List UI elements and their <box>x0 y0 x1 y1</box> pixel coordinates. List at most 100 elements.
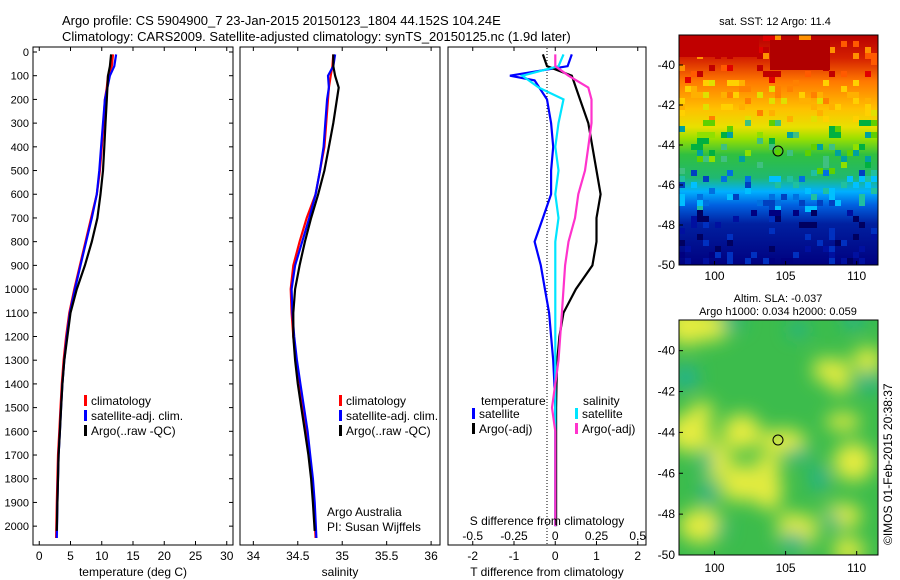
sst-pixel <box>703 120 709 126</box>
sst-pixel <box>775 176 781 182</box>
sst-pixel <box>721 132 727 138</box>
sla-low-blob <box>698 452 714 472</box>
sst-pixel <box>775 150 781 156</box>
sst-pixel <box>769 77 775 83</box>
x-tick-label: 0 <box>36 549 43 563</box>
sst-pixel <box>853 80 859 86</box>
sst-pixel <box>679 252 685 258</box>
sla-high-blob <box>828 358 851 395</box>
x-tick-label: 36 <box>424 549 438 563</box>
x-tick-label: 2 <box>634 549 641 563</box>
sla-low-blob <box>825 510 840 531</box>
sst-pixel <box>679 228 685 234</box>
map-lat-label: -46 <box>658 466 676 480</box>
depth-tick-label: 600 <box>11 189 29 201</box>
sst-pixel <box>811 210 817 216</box>
map-lat-label: -42 <box>658 98 676 112</box>
sst-pixel <box>709 132 715 138</box>
sst-pixel <box>715 246 721 252</box>
sst-pixel <box>841 182 847 188</box>
sst-pixel <box>703 200 709 206</box>
sst-pixel <box>775 35 781 41</box>
salinity-tick-labels: 34 34.5 35 35.5 36 <box>247 47 438 563</box>
sst-pixel <box>709 252 715 258</box>
sla-low-blob <box>785 448 812 462</box>
sla-high-blob <box>755 453 781 480</box>
legend-label: Argo(-adj) <box>582 422 635 436</box>
x-tick-label: 35 <box>336 549 350 563</box>
sst-pixel <box>823 188 829 194</box>
sla-high-blob <box>727 463 758 498</box>
sst-pixel <box>823 156 829 162</box>
sst-pixel <box>865 182 871 188</box>
sst-pixel <box>763 71 769 77</box>
sst-pixel <box>703 258 709 264</box>
sst-pixel <box>721 176 727 182</box>
series-line-argo-raw-qc- <box>55 54 113 531</box>
sla-heatmap <box>679 320 878 555</box>
sst-pixel <box>865 156 871 162</box>
legend-header-temperature: temperature <box>481 394 546 408</box>
sst-pixel <box>721 144 727 150</box>
sst-pixel <box>745 98 751 104</box>
sst-pixel <box>865 132 871 138</box>
sst-pixel <box>709 65 715 71</box>
sst-pixel <box>787 258 793 264</box>
sla-high-blob <box>825 413 861 431</box>
sst-pixel <box>769 200 775 206</box>
sst-pixel <box>817 168 823 174</box>
map-lat-label: -44 <box>658 425 676 439</box>
figure-title-line1: Argo profile: CS 5904900_7 23-Jan-2015 2… <box>62 13 501 28</box>
x-tick-label: 15 <box>126 549 140 563</box>
sst-pixel <box>709 120 715 126</box>
sst-pixel <box>769 86 775 92</box>
sst-pixel <box>853 92 859 98</box>
sst-pixel <box>769 110 775 116</box>
sst-pixel <box>829 188 835 194</box>
sst-pixel <box>727 240 733 246</box>
sst-pixel <box>829 168 835 174</box>
sst-pixel <box>697 216 703 222</box>
sst-pixel <box>727 80 733 86</box>
sst-pixel <box>835 200 841 206</box>
sst-pixel <box>679 168 685 174</box>
sst-pixel <box>859 258 865 264</box>
map-lon-label: 110 <box>847 561 866 575</box>
x-tick-label: -0.5 <box>462 529 483 543</box>
sst-pixel <box>787 116 793 122</box>
sst-pixel <box>835 126 841 132</box>
sst-pixel <box>817 110 823 116</box>
sst-pixel <box>757 132 763 138</box>
sst-pixel <box>871 176 877 182</box>
legend-swatch <box>472 423 475 434</box>
sst-pixel <box>727 126 733 132</box>
sla-high-blob <box>832 537 860 555</box>
map-lat-label: -40 <box>658 344 676 358</box>
sst-pixel <box>787 150 793 156</box>
sst-pixel <box>721 65 727 71</box>
sst-pixel <box>769 216 775 222</box>
sst-pixel <box>829 258 835 264</box>
x-tick-label: 0.25 <box>585 529 609 543</box>
sst-pixel <box>871 132 877 138</box>
sst-pixel <box>871 234 877 240</box>
sst-pixel <box>679 126 685 132</box>
sst-pixel <box>739 104 745 110</box>
depth-tick-label: 0 <box>23 47 29 59</box>
sst-pixel <box>859 120 865 126</box>
legend-label: satellite <box>479 407 520 421</box>
credit-line2: PI: Susan Wijffels <box>327 520 421 534</box>
sst-pixel <box>847 92 853 98</box>
sst-pixel <box>775 120 781 126</box>
temperature-panel: 0100200300400500600700800900100011001200… <box>5 46 646 579</box>
sst-pixel <box>871 110 877 116</box>
sst-pixel <box>769 194 775 200</box>
sst-pixel <box>727 258 733 264</box>
argo-float-marker <box>772 145 784 157</box>
sst-pixel <box>847 210 853 216</box>
sst-pixel <box>727 252 733 258</box>
x-tick-label: -2 <box>467 549 478 563</box>
depth-tick-label: 2000 <box>5 521 29 533</box>
sst-pixel <box>775 210 781 216</box>
